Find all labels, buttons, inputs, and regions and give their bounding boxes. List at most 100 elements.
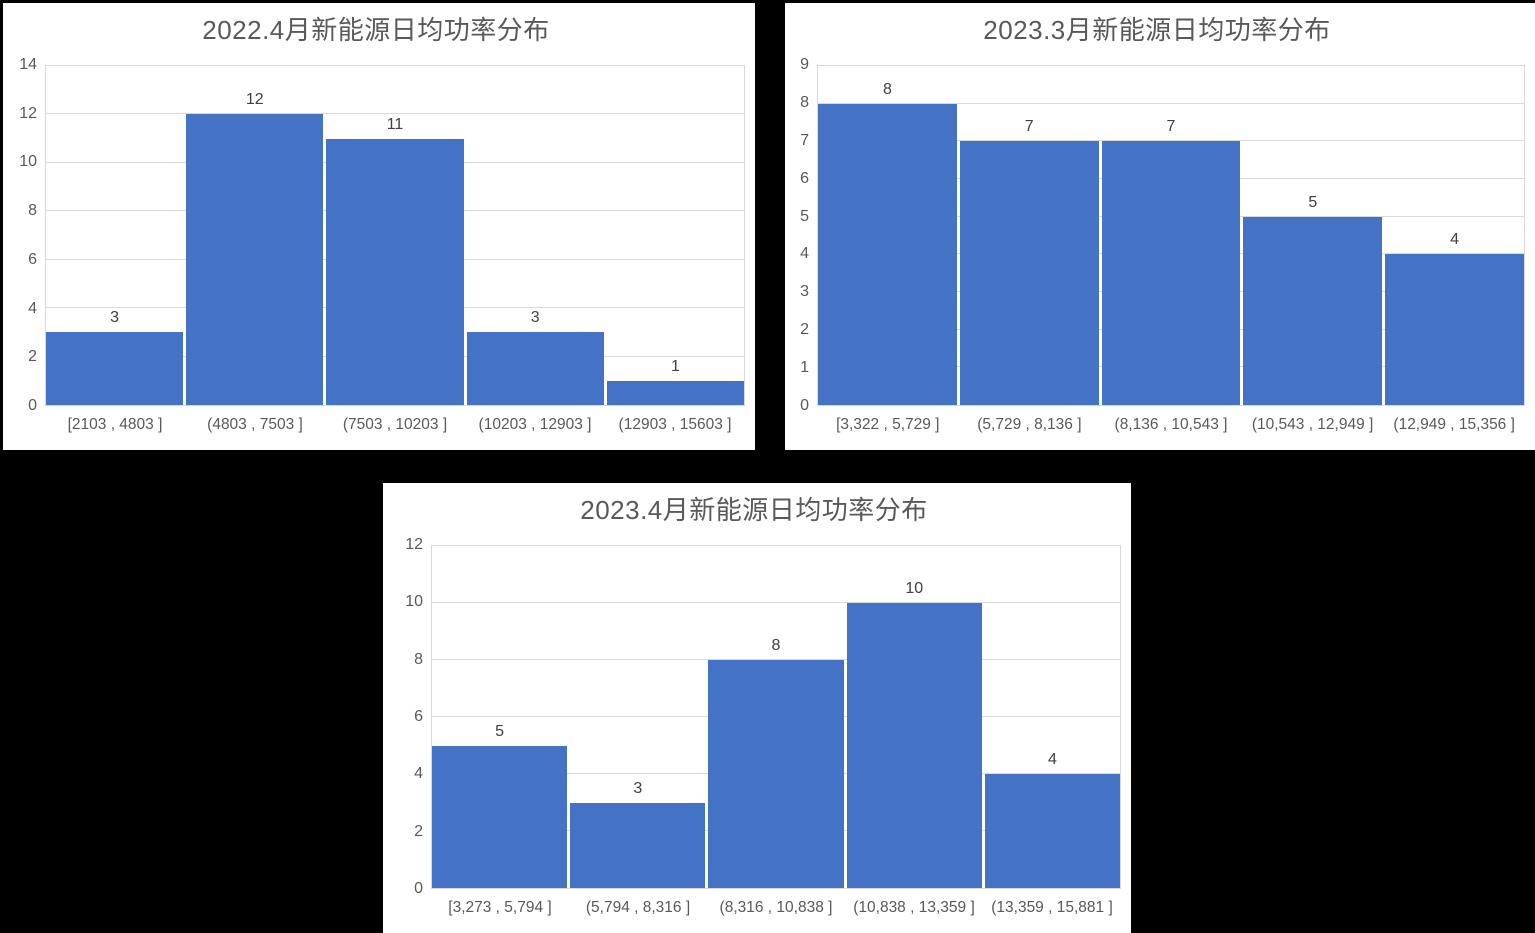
y-tick-label: 4 <box>414 765 423 783</box>
x-category-label: (5,729 , 8,136 ] <box>977 416 1082 433</box>
y-tick-label: 10 <box>19 153 37 171</box>
gridline <box>818 140 1524 142</box>
y-tick-label: 8 <box>800 93 809 111</box>
bar-slot: 4 <box>984 546 1121 888</box>
bar <box>959 141 1099 405</box>
x-category-label: (12,949 , 15,356 ] <box>1393 416 1515 433</box>
bar-slot: 11 <box>326 66 464 405</box>
gridline <box>818 102 1524 104</box>
x-category-label: (8,316 , 10,838 ] <box>719 899 833 916</box>
chart-title: 2022.4月新能源日均功率分布 <box>202 15 550 45</box>
bar-value-label: 7 <box>1166 118 1176 136</box>
x-category-label: (7503 , 10203 ] <box>342 416 448 433</box>
y-tick-label: 6 <box>800 169 809 187</box>
x-axis: [3,322 , 5,729 ] (5,729 , 8,136 ] (8,136 ,… <box>817 406 1525 442</box>
chart-title: 2023.3月新能源日均功率分布 <box>983 15 1331 45</box>
bar-slot: 5 <box>1243 66 1383 405</box>
chart-panel-2022-04: 2022.4月新能源日均功率分布 0 2 4 6 8 10 12 14 3 12 11 3 1 [21… <box>3 3 755 450</box>
bar <box>432 745 568 888</box>
x-category-label: (12903 , 15603 ] <box>618 416 732 433</box>
bar-value-label: 7 <box>1024 118 1034 136</box>
y-tick-label: 1 <box>800 359 809 377</box>
bar <box>846 603 982 888</box>
y-axis: 0 2 4 6 8 10 12 <box>387 537 431 897</box>
bar <box>1385 254 1524 405</box>
x-category-label: [2103 , 4803 ] <box>67 416 163 433</box>
bar <box>606 380 745 405</box>
y-tick-label: 2 <box>414 822 423 840</box>
bars-group: 5 3 8 10 4 <box>432 546 1121 888</box>
bar-value-label: 10 <box>905 580 924 597</box>
gridline <box>432 659 1120 660</box>
bar-value-label: 5 <box>495 722 505 740</box>
bar-slot: 8 <box>818 66 957 405</box>
y-tick-label: 6 <box>28 250 37 268</box>
y-tick-label: 2 <box>800 321 809 339</box>
x-category-label: [3,322 , 5,729 ] <box>836 416 940 433</box>
y-tick-label: 6 <box>414 708 423 725</box>
bar-value-label: 4 <box>1047 751 1057 769</box>
bar-value-label: 12 <box>245 91 264 109</box>
x-axis: [2103 , 4803 ] (4803 , 7503 ] (7503 , 1020… <box>45 406 745 442</box>
bar-value-label: 3 <box>633 779 643 797</box>
bar-value-label: 8 <box>882 80 892 98</box>
bar <box>1243 216 1383 405</box>
y-tick-label: 7 <box>800 131 809 149</box>
x-category-label: (5,794 , 8,316 ] <box>585 899 691 916</box>
bar-slot: 3 <box>46 66 184 405</box>
gridline <box>46 113 744 115</box>
x-axis: [3,273 , 5,794 ] (5,794 , 8,316 ] (8,316 ,… <box>431 889 1121 925</box>
gridline <box>432 602 1120 603</box>
y-tick-label: 0 <box>800 397 809 414</box>
plot-area: 3 12 11 3 1 <box>45 65 745 406</box>
bars-group: 8 7 7 5 4 <box>818 66 1524 405</box>
y-tick-label: 12 <box>19 104 37 122</box>
plot-area: 5 3 8 10 4 <box>431 545 1121 889</box>
bar <box>1101 141 1241 405</box>
bar-slot: 1 <box>606 66 745 405</box>
bar-slot: 10 <box>846 546 982 888</box>
bar-value-label: 3 <box>530 309 540 327</box>
y-tick-label: 2 <box>28 348 37 366</box>
y-tick-label: 8 <box>28 202 37 220</box>
bar <box>46 332 184 405</box>
x-category-label: [3,273 , 5,794 ] <box>448 899 552 916</box>
x-category-label: (10,838 , 13,359 ] <box>853 899 975 916</box>
bar-slot: 4 <box>1385 66 1524 405</box>
bar-slot: 7 <box>1101 66 1241 405</box>
bar-value-label: 8 <box>771 637 781 655</box>
x-category-label: (10203 , 12903 ] <box>478 416 592 433</box>
bar-slot: 3 <box>466 66 604 405</box>
x-category-label: (10,543 , 12,949 ] <box>1251 416 1374 433</box>
bar-value-label: 11 <box>386 115 404 133</box>
bar <box>466 332 604 405</box>
bar-slot: 3 <box>570 546 706 888</box>
bar-slot: 5 <box>432 546 568 888</box>
bar <box>186 114 324 405</box>
plot-area: 8 7 7 5 4 <box>817 65 1525 406</box>
bar <box>818 103 957 405</box>
y-tick-label: 9 <box>800 56 809 73</box>
x-category-label: (8,136 , 10,543 ] <box>1114 416 1228 433</box>
bar-value-label: 4 <box>1450 231 1460 249</box>
y-tick-label: 0 <box>414 880 423 897</box>
chart-title: 2023.4月新能源日均功率分布 <box>580 495 928 525</box>
y-tick-label: 0 <box>28 397 37 414</box>
bar-value-label: 3 <box>110 309 120 327</box>
y-tick-label: 3 <box>800 283 809 301</box>
y-tick-label: 8 <box>414 650 423 668</box>
bar <box>570 802 706 888</box>
bar-slot: 8 <box>708 546 844 888</box>
bar-slot: 7 <box>959 66 1099 405</box>
bar <box>984 774 1121 888</box>
bar <box>326 138 464 405</box>
x-category-label: (4803 , 7503 ] <box>207 416 303 433</box>
bar-value-label: 5 <box>1308 193 1318 211</box>
chart-panel-2023-04: 2023.4月新能源日均功率分布 0 2 4 6 8 10 12 5 3 8 10 4 [3,273… <box>383 483 1131 933</box>
y-tick-label: 5 <box>800 207 809 225</box>
y-tick-label: 4 <box>800 245 809 263</box>
bar <box>708 660 844 888</box>
y-tick-label: 12 <box>405 536 423 553</box>
x-category-label: (13,359 , 15,881 ] <box>991 899 1113 916</box>
